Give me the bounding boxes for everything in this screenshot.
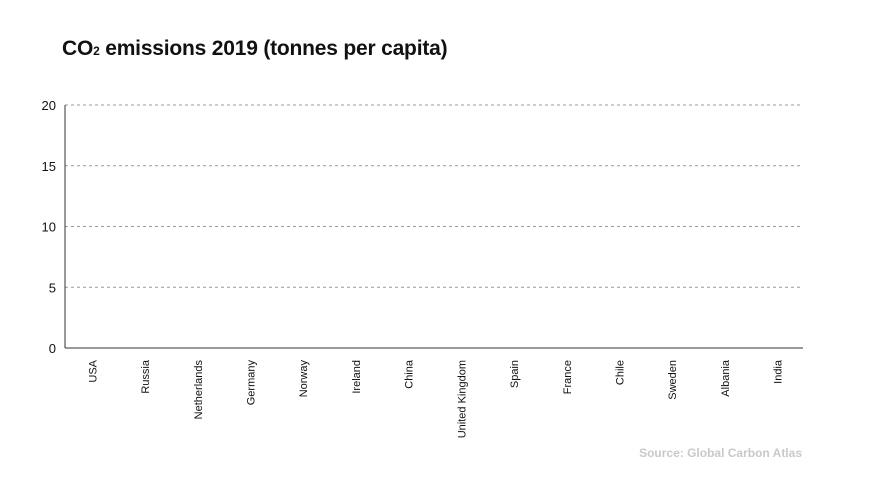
x-tick-label: Germany — [246, 360, 258, 406]
y-tick-label: 15 — [42, 159, 56, 174]
x-tick-label: India — [773, 359, 785, 384]
title-text: CO — [62, 37, 94, 60]
chart-title: CO2 emissions 2019 (tonnes per capita) — [62, 37, 448, 61]
title-subscript: 2 — [93, 44, 100, 58]
source-note: Source: Global Carbon Atlas — [639, 446, 802, 460]
y-tick-label: 0 — [49, 341, 56, 356]
y-tick-label: 10 — [42, 220, 56, 235]
title-text-rest: emissions 2019 (tonnes per capita) — [99, 37, 448, 60]
x-tick-label: United Kingdom — [456, 360, 468, 438]
x-tick-label: Ireland — [351, 360, 363, 394]
x-tick-label: Chile — [615, 360, 627, 385]
x-tick-label: Spain — [509, 360, 521, 388]
x-tick-label: Sweden — [667, 360, 679, 400]
x-tick-label: USA — [87, 359, 99, 382]
x-tick-label: Russia — [140, 359, 152, 394]
y-tick-label: 20 — [42, 98, 56, 113]
x-tick-label: Netherlands — [193, 360, 205, 420]
y-tick-label: 5 — [49, 280, 56, 295]
x-tick-label: Albania — [720, 359, 732, 397]
x-tick-label: France — [562, 360, 574, 394]
x-tick-label: China — [404, 359, 416, 389]
x-tick-label: Norway — [298, 360, 310, 398]
